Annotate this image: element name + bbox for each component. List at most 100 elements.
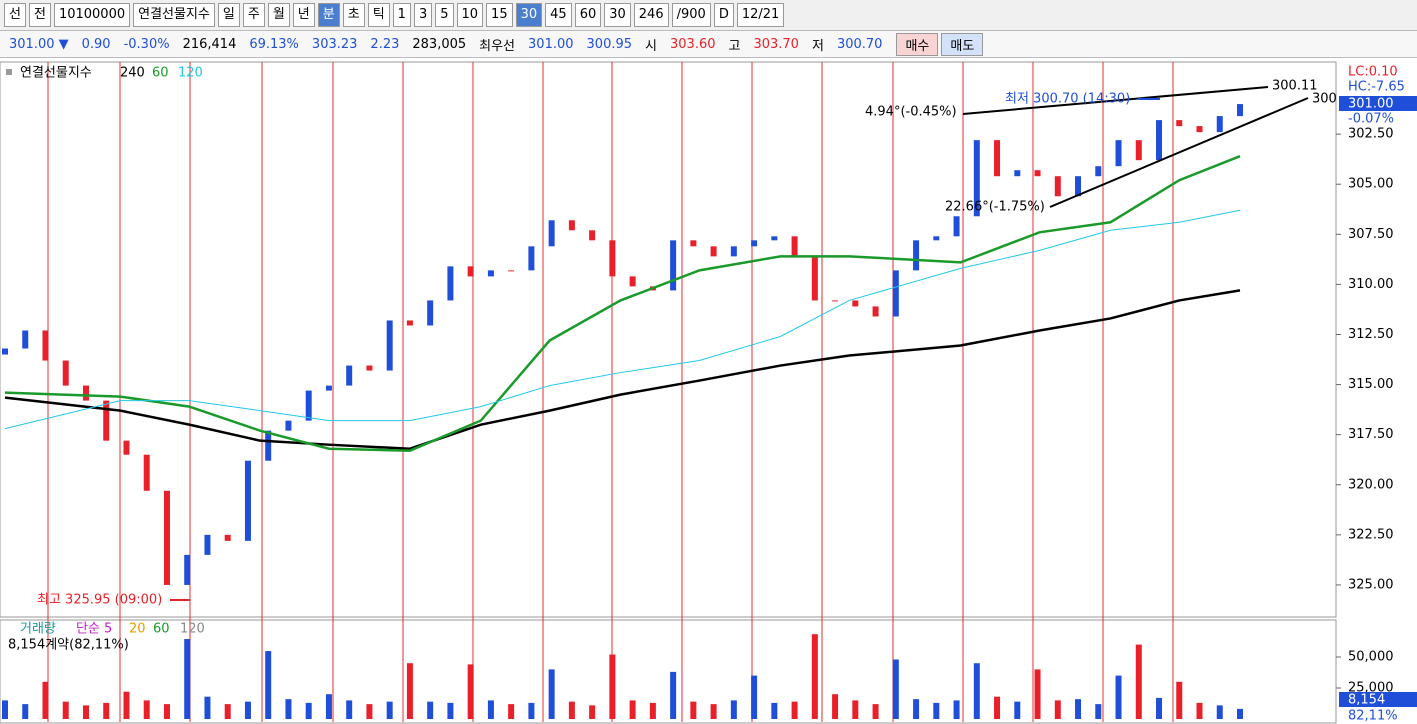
toolbar-item[interactable]: 30 — [604, 3, 631, 27]
quote-item: 303.60 — [670, 36, 716, 52]
toolbar-item[interactable]: 12/21 — [736, 3, 785, 27]
toolbar-item[interactable]: 전 — [28, 3, 51, 27]
y-tick-label: 320.00 — [1348, 477, 1394, 492]
volume-bar — [973, 663, 980, 719]
toolbar-item[interactable]: 틱 — [367, 3, 390, 27]
candle — [710, 246, 717, 257]
y-tick-label: 317.50 — [1348, 427, 1394, 442]
quote-bar: 301.00 ▼ 0.90 -0.30% 216,414 69.13% 303.23 2.2… — [0, 31, 1417, 58]
volume-bar — [670, 671, 677, 719]
legend-entry: 120 — [180, 622, 205, 637]
quote-item: 고 — [728, 38, 741, 54]
candle — [811, 256, 818, 301]
candle — [973, 140, 980, 217]
candle — [629, 276, 636, 287]
volume-bar — [832, 694, 839, 719]
volume-bar — [1156, 697, 1163, 719]
toolbar-item[interactable]: 1 — [392, 3, 411, 27]
price-panel — [0, 61, 1337, 618]
volume-bar — [892, 659, 899, 719]
candle — [1176, 120, 1183, 127]
volume-bar — [1196, 702, 1203, 719]
quote-item: 0.90 — [81, 36, 111, 52]
annotation: 4.94°(-0.45%) — [865, 105, 957, 120]
quote-item: 283,005 — [412, 36, 467, 52]
candle — [163, 490, 170, 585]
toolbar-item[interactable]: 60 — [574, 3, 602, 27]
volume-bar — [305, 702, 312, 719]
volume-bar — [386, 701, 393, 719]
volume-bar — [103, 702, 110, 719]
volume-bar — [1014, 701, 1021, 719]
toolbar-item[interactable]: 246 — [633, 3, 669, 27]
moving-average — [4, 289, 1241, 450]
toolbar-item[interactable]: 일 — [217, 3, 240, 27]
toolbar-item[interactable]: 초 — [342, 3, 365, 27]
annotation: 최저 300.70 (14:30) — [1005, 92, 1130, 107]
toolbar-item[interactable]: 주 — [242, 3, 265, 27]
candle — [771, 236, 778, 241]
quote-item: 301.00 — [528, 36, 574, 52]
toolbar-item[interactable]: 선 — [4, 3, 26, 27]
quote-item: 303.23 — [311, 36, 358, 52]
toolbar-item[interactable]: D — [713, 3, 734, 27]
toolbar-item[interactable]: /900 — [671, 3, 711, 27]
annotation: 최고 325.95 (09:00) — [37, 593, 162, 608]
volume-bar — [42, 681, 49, 719]
side-label: HC:-7.65 — [1348, 80, 1405, 95]
toolbar-item[interactable]: 10100000 — [53, 3, 131, 27]
quote-item: 216,414 — [182, 36, 237, 52]
quote-item: 303.70 — [753, 36, 799, 52]
candle — [346, 365, 353, 386]
candle — [690, 240, 697, 247]
legend-entry: 120 — [178, 66, 203, 81]
candle — [751, 240, 758, 247]
volume-bar — [163, 704, 170, 719]
toolbar-item[interactable]: 월 — [267, 3, 290, 27]
volume-bar — [751, 675, 758, 719]
volume-bar — [224, 704, 231, 719]
candle — [244, 460, 251, 541]
side-label: -0.07% — [1348, 112, 1394, 127]
toolbar-item[interactable]: 연결선물지수 — [133, 3, 215, 27]
y-tick-label: 307.50 — [1348, 227, 1394, 242]
volume-title: 거래량 — [20, 622, 56, 637]
quote-item: 2.23 — [370, 36, 400, 52]
trendline — [962, 86, 1269, 115]
toolbar-item[interactable]: 5 — [435, 3, 454, 27]
toolbar-item[interactable]: 년 — [292, 3, 315, 27]
trendline — [1049, 97, 1309, 208]
candle — [528, 246, 535, 271]
candle — [22, 330, 29, 349]
volume-bar — [1034, 669, 1041, 719]
volume-bar — [730, 700, 737, 719]
volume-summary: 8,154계약(82,11%) — [8, 638, 129, 653]
toolbar-item[interactable]: 45 — [545, 3, 572, 27]
legend-entry: 20 — [129, 622, 146, 637]
volume-bar — [933, 702, 940, 719]
annotation: 22.66°(-1.75%) — [945, 200, 1045, 215]
volume-bar — [325, 694, 332, 719]
volume-bar — [62, 701, 69, 719]
volume-bar — [609, 654, 616, 719]
sell-button[interactable]: 매도 — [941, 32, 984, 56]
candle — [143, 454, 150, 491]
candle — [103, 400, 110, 441]
volume-bar — [22, 704, 29, 719]
toolbar-item[interactable]: 30 — [515, 3, 543, 27]
candle — [953, 216, 960, 237]
volume-bar — [1054, 700, 1061, 719]
volume-bar — [568, 701, 575, 719]
volume-bar — [690, 701, 697, 719]
toolbar-item[interactable]: 분 — [317, 3, 340, 27]
volume-bar — [82, 705, 89, 719]
toolbar: 선 전 10100000 연결선물지수 일 주 월 년 분 초 틱 1 3 5 10 15 30 45 60 30 24… — [0, 0, 1417, 31]
volume-bar — [265, 651, 272, 719]
y-tick-label: 25,000 — [1348, 681, 1394, 696]
toolbar-item[interactable]: 10 — [456, 3, 484, 27]
toolbar-item[interactable]: 15 — [486, 3, 513, 27]
quote-item: 300.70 — [836, 36, 883, 52]
buy-button[interactable]: 매수 — [896, 32, 939, 56]
candle — [670, 240, 677, 291]
toolbar-item[interactable]: 3 — [413, 3, 433, 27]
